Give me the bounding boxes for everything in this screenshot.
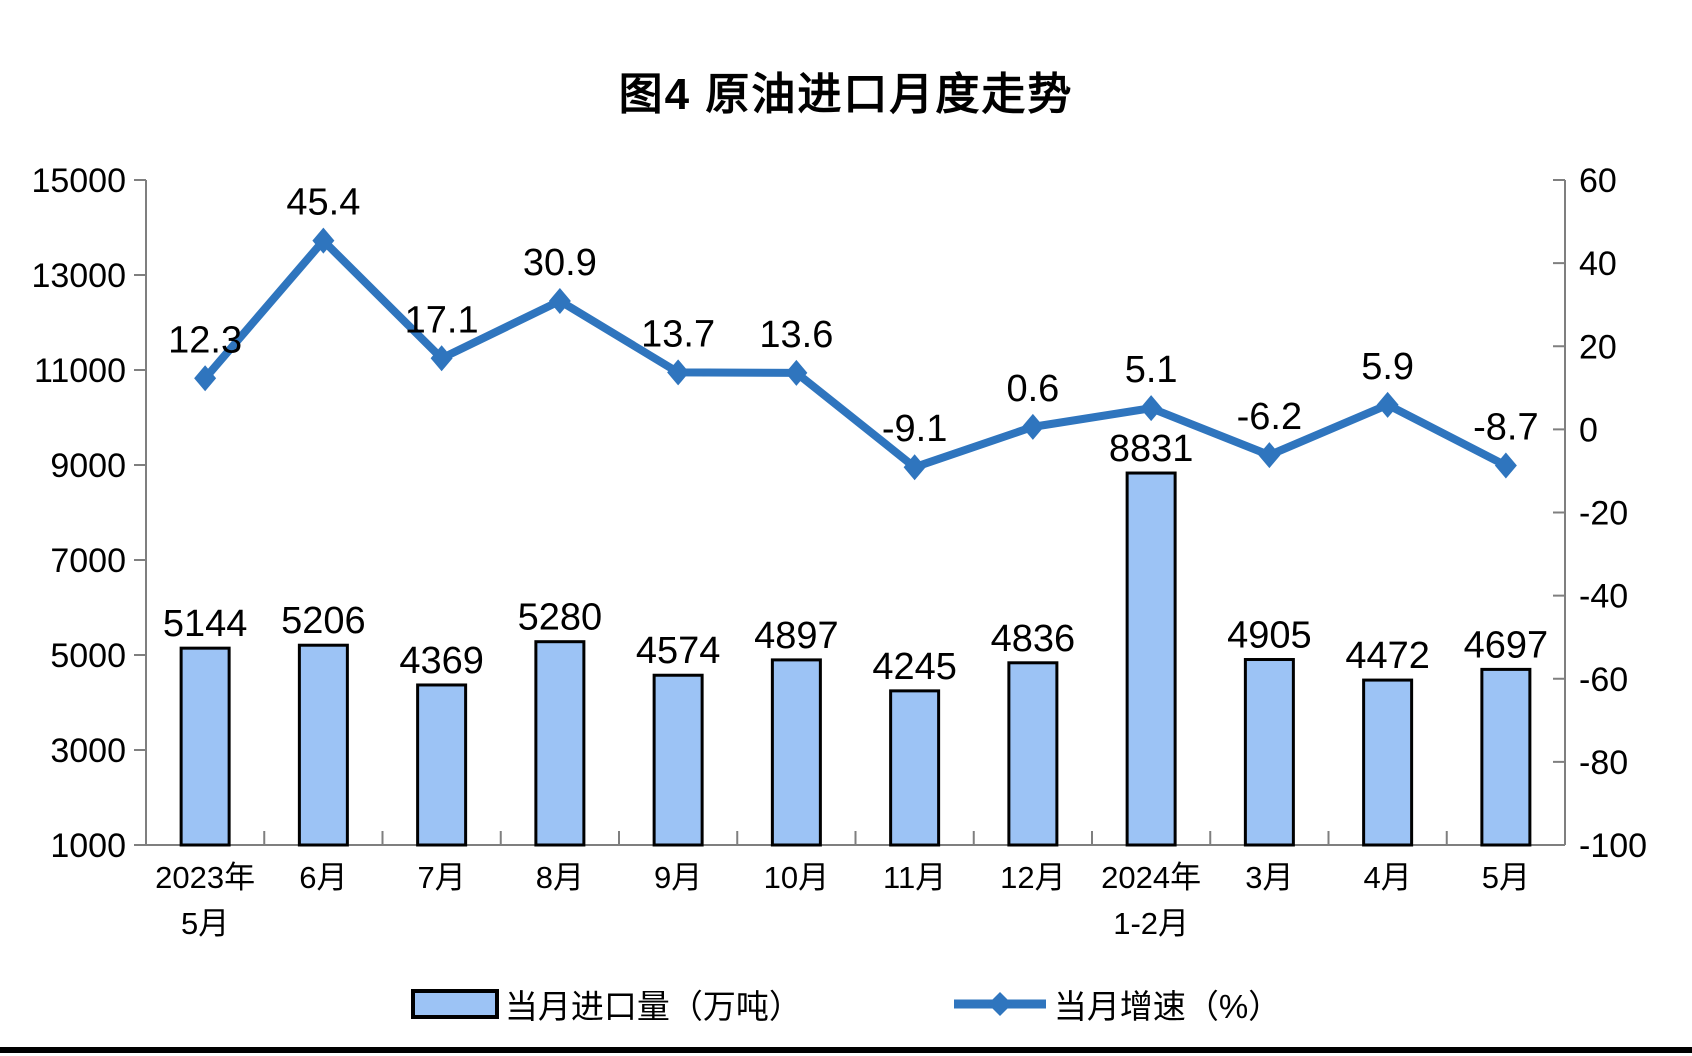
growth-line-marker bbox=[1140, 395, 1163, 422]
y-axis-right-label: -40 bbox=[1579, 578, 1628, 616]
legend-label-imports: 当月进口量（万吨） bbox=[504, 988, 802, 1025]
y-axis-right-label: -60 bbox=[1579, 661, 1628, 699]
y-axis-left-label: 3000 bbox=[50, 732, 126, 770]
bar bbox=[416, 683, 468, 847]
x-axis-label: 10月 bbox=[764, 860, 829, 895]
y-axis-right-label: 20 bbox=[1579, 328, 1617, 366]
bar bbox=[1007, 661, 1059, 847]
bar-value-label: 8831 bbox=[1109, 428, 1194, 470]
y-axis-right-label: -20 bbox=[1579, 495, 1628, 533]
growth-line-marker bbox=[1376, 391, 1399, 418]
bar-value-label: 4369 bbox=[399, 640, 484, 682]
growth-value-label: 13.7 bbox=[641, 313, 715, 355]
bar bbox=[1125, 471, 1177, 847]
bar-value-label: 4897 bbox=[754, 615, 839, 657]
bar-value-label: 5144 bbox=[163, 603, 248, 645]
growth-value-label: 30.9 bbox=[523, 242, 597, 284]
bar-value-label: 4245 bbox=[872, 646, 957, 688]
growth-value-label: -6.2 bbox=[1237, 396, 1302, 438]
growth-value-label: 17.1 bbox=[405, 299, 479, 341]
bar-value-label: 5206 bbox=[281, 600, 366, 642]
bar-swatch-icon bbox=[410, 989, 499, 1019]
growth-value-label: -9.1 bbox=[882, 408, 947, 450]
bar bbox=[1480, 667, 1532, 847]
x-axis-label: 2024年 bbox=[1101, 860, 1201, 895]
bar bbox=[179, 646, 231, 847]
bar bbox=[297, 643, 349, 847]
y-axis-right-label: 40 bbox=[1579, 245, 1617, 283]
growth-line-marker bbox=[1021, 413, 1044, 440]
x-axis-label: 9月 bbox=[654, 860, 702, 895]
x-axis-label: 11月 bbox=[883, 860, 946, 895]
x-axis-label: 5月 bbox=[1482, 860, 1530, 895]
x-axis-label: 5月 bbox=[181, 906, 229, 941]
x-axis-label: 12月 bbox=[1000, 860, 1065, 895]
y-axis-right-label: -100 bbox=[1579, 827, 1647, 865]
chart-title: 图4 原油进口月度走势 bbox=[618, 70, 1074, 119]
growth-line-marker bbox=[548, 287, 571, 314]
growth-value-label: -8.7 bbox=[1473, 407, 1538, 449]
bar bbox=[1243, 658, 1295, 847]
x-axis-label: 8月 bbox=[536, 860, 584, 895]
growth-line-marker bbox=[312, 227, 335, 254]
growth-line-marker bbox=[1258, 442, 1281, 469]
y-axis-right-label: 60 bbox=[1579, 162, 1617, 200]
growth-value-label: 45.4 bbox=[286, 182, 360, 224]
y-axis-left-label: 5000 bbox=[50, 637, 126, 675]
y-axis-right-label: 0 bbox=[1579, 411, 1598, 449]
growth-value-label: 12.3 bbox=[168, 319, 242, 361]
x-axis-label: 7月 bbox=[418, 860, 466, 895]
y-axis-left-label: 7000 bbox=[50, 542, 126, 580]
x-axis-label: 2023年 bbox=[155, 860, 255, 895]
x-axis-label: 3月 bbox=[1245, 860, 1293, 895]
growth-line bbox=[202, 236, 1508, 472]
growth-value-label: 5.9 bbox=[1361, 346, 1414, 388]
line-marker-icon bbox=[953, 992, 1046, 1016]
growth-line-marker bbox=[667, 359, 690, 386]
y-axis-left-label: 11000 bbox=[34, 352, 126, 390]
growth-line-marker bbox=[903, 454, 926, 481]
bar-value-label: 4836 bbox=[991, 618, 1076, 660]
bar-value-label: 5280 bbox=[518, 597, 603, 639]
x-axis-label: 1-2月 bbox=[1113, 906, 1189, 941]
bar bbox=[652, 673, 704, 847]
growth-value-label: 0.6 bbox=[1006, 368, 1059, 410]
x-axis-label: 4月 bbox=[1364, 860, 1412, 895]
y-axis-right-label: -80 bbox=[1579, 744, 1628, 782]
y-axis-left-label: 9000 bbox=[50, 447, 126, 485]
bar bbox=[534, 640, 586, 847]
growth-line-marker bbox=[194, 365, 217, 392]
growth-line-marker bbox=[1494, 452, 1517, 479]
growth-value-label: 5.1 bbox=[1125, 349, 1178, 391]
bar-value-label: 4574 bbox=[636, 630, 721, 672]
bottom-rule bbox=[0, 1047, 1692, 1053]
bar-value-label: 4697 bbox=[1464, 624, 1549, 666]
legend-item-imports: 当月进口量（万吨） bbox=[410, 980, 802, 1028]
y-axis-left-label: 15000 bbox=[31, 162, 126, 200]
legend-label-growth: 当月增速（%） bbox=[1053, 988, 1282, 1025]
legend: 当月进口量（万吨） 当月增速（%） bbox=[0, 980, 1692, 1028]
bar-value-label: 4472 bbox=[1345, 635, 1430, 677]
y-axis-left-label: 1000 bbox=[50, 827, 126, 865]
bar bbox=[889, 689, 941, 847]
x-axis-label: 6月 bbox=[299, 860, 347, 895]
growth-line-marker bbox=[430, 345, 453, 372]
bar-value-label: 4905 bbox=[1227, 615, 1312, 657]
legend-item-growth: 当月增速（%） bbox=[952, 980, 1281, 1028]
y-axis-left-label: 13000 bbox=[31, 257, 126, 295]
bar bbox=[770, 658, 822, 847]
bar bbox=[1362, 678, 1414, 847]
growth-line-marker bbox=[785, 359, 808, 386]
growth-value-label: 13.6 bbox=[759, 314, 833, 356]
